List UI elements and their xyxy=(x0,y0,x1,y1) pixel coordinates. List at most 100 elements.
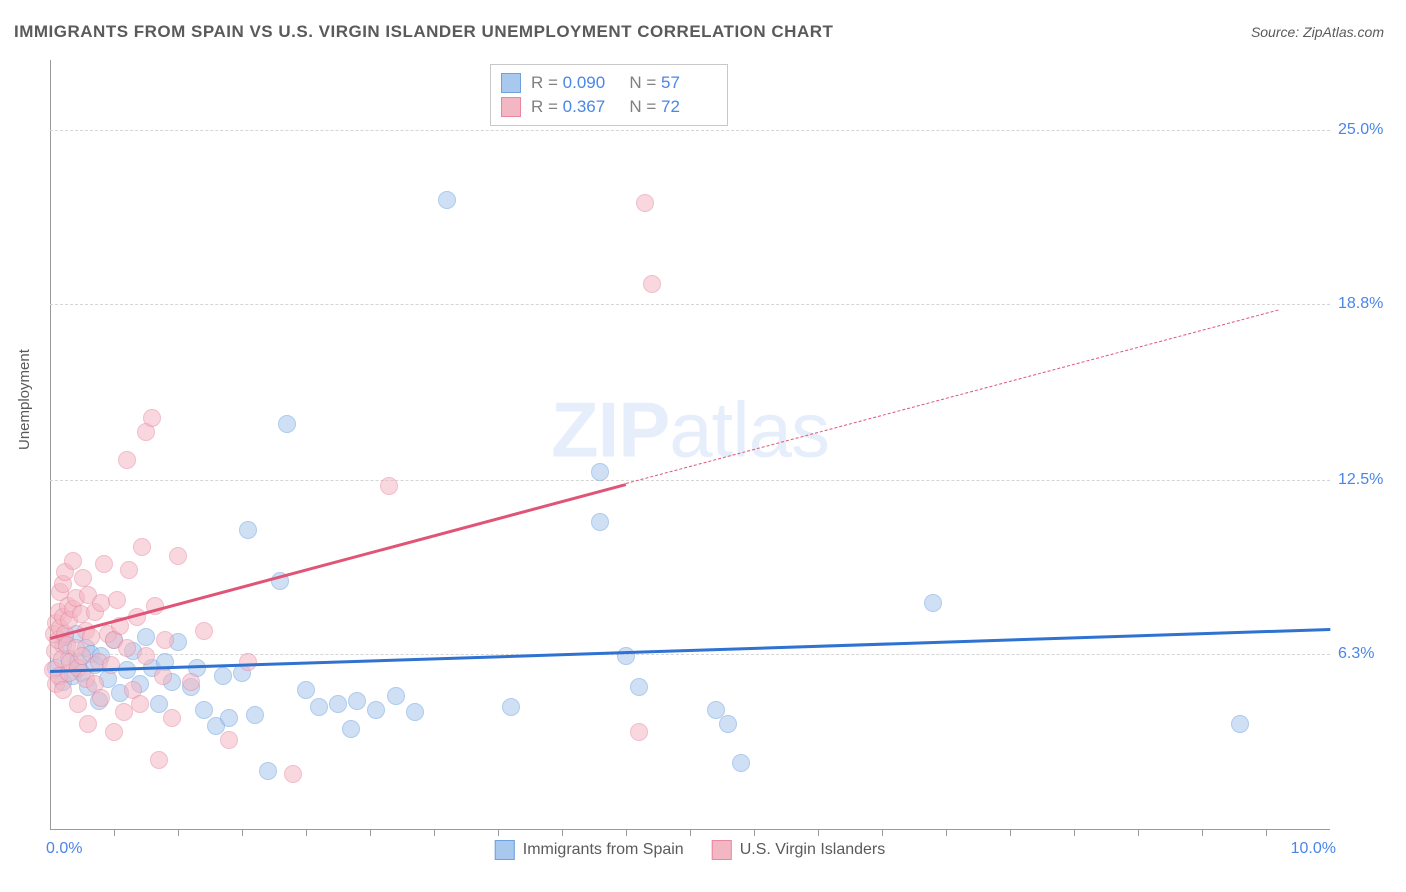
data-point xyxy=(163,709,181,727)
data-point xyxy=(591,463,609,481)
data-point xyxy=(239,521,257,539)
data-point xyxy=(297,681,315,699)
scatter-plot: ZIPatlas R = 0.090 N = 57R = 0.367 N = 7… xyxy=(50,60,1330,830)
data-point xyxy=(387,687,405,705)
x-tick xyxy=(242,830,243,836)
x-tick xyxy=(434,830,435,836)
gridline-h xyxy=(50,130,1330,131)
data-point xyxy=(259,762,277,780)
stats-row: R = 0.367 N = 72 xyxy=(501,95,713,119)
legend-swatch xyxy=(501,73,521,93)
x-tick xyxy=(946,830,947,836)
x-tick xyxy=(818,830,819,836)
data-point xyxy=(380,477,398,495)
data-point xyxy=(102,656,120,674)
data-point xyxy=(131,695,149,713)
gridline-h xyxy=(50,480,1330,481)
stat-r-label: R = 0.367 xyxy=(531,97,615,117)
data-point xyxy=(214,667,232,685)
y-tick-label: 6.3% xyxy=(1338,645,1398,663)
data-point xyxy=(278,415,296,433)
x-tick xyxy=(306,830,307,836)
x-tick xyxy=(1074,830,1075,836)
bottom-legend: Immigrants from Spain U.S. Virgin Islande… xyxy=(495,840,885,860)
data-point xyxy=(182,673,200,691)
data-point xyxy=(924,594,942,612)
chart-title: IMMIGRANTS FROM SPAIN VS U.S. VIRGIN ISL… xyxy=(14,22,833,42)
x-tick xyxy=(1202,830,1203,836)
data-point xyxy=(69,695,87,713)
data-point xyxy=(133,538,151,556)
watermark: ZIPatlas xyxy=(551,384,829,475)
data-point xyxy=(220,709,238,727)
x-tick xyxy=(1010,830,1011,836)
data-point xyxy=(195,701,213,719)
data-point xyxy=(643,275,661,293)
data-point xyxy=(92,689,110,707)
x-tick xyxy=(882,830,883,836)
x-tick xyxy=(1266,830,1267,836)
legend-label: Immigrants from Spain xyxy=(523,841,684,859)
stat-n-label: N = 57 xyxy=(625,73,713,93)
x-tick xyxy=(498,830,499,836)
source-attribution: Source: ZipAtlas.com xyxy=(1251,24,1384,40)
x-axis-max-label: 10.0% xyxy=(1291,840,1336,858)
data-point xyxy=(342,720,360,738)
data-point xyxy=(73,647,91,665)
x-tick xyxy=(626,830,627,836)
correlation-stats-box: R = 0.090 N = 57R = 0.367 N = 72 xyxy=(490,64,728,126)
legend-swatch xyxy=(712,840,732,860)
data-point xyxy=(118,451,136,469)
data-point xyxy=(150,751,168,769)
y-axis-label: Unemployment xyxy=(16,349,33,450)
data-point xyxy=(329,695,347,713)
data-point xyxy=(195,622,213,640)
data-point xyxy=(732,754,750,772)
data-point xyxy=(367,701,385,719)
y-axis-line xyxy=(50,60,51,830)
x-tick xyxy=(178,830,179,836)
y-tick-label: 18.8% xyxy=(1338,295,1398,313)
data-point xyxy=(630,723,648,741)
data-point xyxy=(74,569,92,587)
data-point xyxy=(79,715,97,733)
data-point xyxy=(169,547,187,565)
data-point xyxy=(95,555,113,573)
x-tick xyxy=(754,830,755,836)
data-point xyxy=(118,639,136,657)
data-point xyxy=(137,628,155,646)
data-point xyxy=(636,194,654,212)
data-point xyxy=(246,706,264,724)
x-tick xyxy=(370,830,371,836)
y-tick-label: 25.0% xyxy=(1338,121,1398,139)
data-point xyxy=(143,409,161,427)
legend-swatch xyxy=(495,840,515,860)
data-point xyxy=(54,681,72,699)
data-point xyxy=(502,698,520,716)
data-point xyxy=(82,628,100,646)
data-point xyxy=(1231,715,1249,733)
data-point xyxy=(64,552,82,570)
x-tick xyxy=(1138,830,1139,836)
data-point xyxy=(239,653,257,671)
data-point xyxy=(137,647,155,665)
data-point xyxy=(348,692,366,710)
x-tick xyxy=(562,830,563,836)
legend-item: Immigrants from Spain xyxy=(495,840,684,860)
x-axis-min-label: 0.0% xyxy=(46,840,82,858)
data-point xyxy=(406,703,424,721)
trend-line-extrapolated xyxy=(626,309,1279,484)
trend-line xyxy=(50,483,627,639)
stat-n-label: N = 72 xyxy=(625,97,713,117)
legend-swatch xyxy=(501,97,521,117)
legend-label: U.S. Virgin Islanders xyxy=(740,841,886,859)
x-tick xyxy=(690,830,691,836)
data-point xyxy=(120,561,138,579)
stat-r-label: R = 0.090 xyxy=(531,73,615,93)
data-point xyxy=(310,698,328,716)
data-point xyxy=(630,678,648,696)
x-tick xyxy=(114,830,115,836)
y-tick-label: 12.5% xyxy=(1338,471,1398,489)
data-point xyxy=(220,731,238,749)
gridline-h xyxy=(50,304,1330,305)
